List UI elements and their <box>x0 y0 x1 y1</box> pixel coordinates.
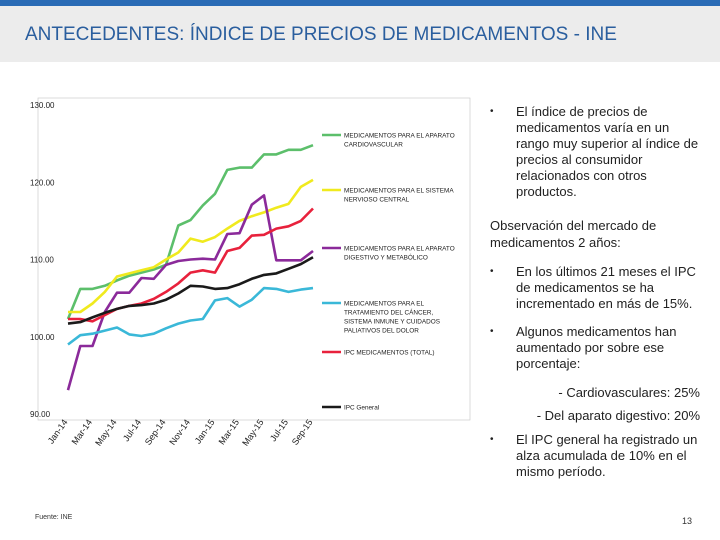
series-line <box>68 178 314 314</box>
series-line <box>67 256 314 325</box>
bullet-text: En los últimos 21 meses el IPC de medica… <box>516 264 696 311</box>
sub-item: - Cardiovasculares: 25% <box>558 385 700 400</box>
x-tick-label: Sep-15 <box>290 417 315 447</box>
x-tick-label: Mar-15 <box>217 417 242 446</box>
x-tick-label: Jul-14 <box>121 417 143 443</box>
bullet-dot: • <box>490 434 494 445</box>
x-tick-label: Jul-15 <box>268 417 290 443</box>
legend-label: MEDICAMENTOS PARA EL APARATO CARDIOVASCUL… <box>344 133 455 149</box>
legend-label: IPC General <box>344 405 379 412</box>
x-tick-label: Nov-14 <box>167 417 192 447</box>
x-tick-label: Jan-14 <box>46 417 70 445</box>
legend-label: MEDICAMENTOS PARA EL TRATAMIENTO DEL CÁNC… <box>344 301 440 335</box>
y-tick-label: 90.00 <box>30 410 51 419</box>
bullet-dot: • <box>490 106 494 117</box>
header-accent-bar <box>0 0 720 6</box>
page-title: ANTECEDENTES: ÍNDICE DE PRECIOS DE MEDIC… <box>25 24 617 45</box>
bullet-item: • Algunos medicamentos han aumentado por… <box>487 324 702 372</box>
bullet-text: El IPC general ha registrado un alza acu… <box>516 432 698 479</box>
bullet-item: • En los últimos 21 meses el IPC de medi… <box>487 264 702 312</box>
legend-label: MEDICAMENTOS PARA EL APARATO DIGESTIVO Y … <box>344 246 455 262</box>
x-tick-label: Jan-15 <box>193 417 217 445</box>
series-line <box>67 286 314 346</box>
plot-frame <box>37 97 471 421</box>
series-line <box>68 207 314 323</box>
x-tick-label: Sep-14 <box>143 417 168 447</box>
observation-heading: Observación del mercado de medicamentos … <box>490 218 657 250</box>
bullet-item: • El índice de precios de medicamentos v… <box>487 104 702 200</box>
x-tick-label: Mar-14 <box>70 417 95 446</box>
bullet-text: El índice de precios de medicamentos var… <box>516 104 699 199</box>
x-tick-label: May-15 <box>240 417 265 447</box>
bullet-text: Algunos medicamentos han aumentado por s… <box>516 324 677 371</box>
sub-item: - Del aparato digestivo: 20% <box>536 408 700 423</box>
legend-label: MEDICAMENTOS PARA EL SISTEMA NERVIOSO CEN… <box>344 188 454 204</box>
y-tick-label: 130.00 <box>30 101 55 110</box>
series-line <box>66 194 314 391</box>
bullet-item: • El IPC general ha registrado un alza a… <box>487 432 702 480</box>
header-band: ANTECEDENTES: ÍNDICE DE PRECIOS DE MEDIC… <box>0 0 720 62</box>
page-number: 13 <box>682 516 693 526</box>
right-panel: • El índice de precios de medicamentos v… <box>487 104 702 480</box>
x-tick-label: May-14 <box>93 417 118 447</box>
y-tick-label: 110.00 <box>30 256 54 265</box>
y-tick-label: 100.00 <box>30 333 55 342</box>
source-note: Fuente: INE <box>35 514 73 521</box>
legend-label: IPC MEDICAMENTOS (TOTAL) <box>344 350 435 357</box>
bullet-dot: • <box>490 266 494 277</box>
bullet-dot: • <box>490 326 494 337</box>
y-tick-label: 120.00 <box>30 178 55 187</box>
series-line <box>66 143 314 320</box>
